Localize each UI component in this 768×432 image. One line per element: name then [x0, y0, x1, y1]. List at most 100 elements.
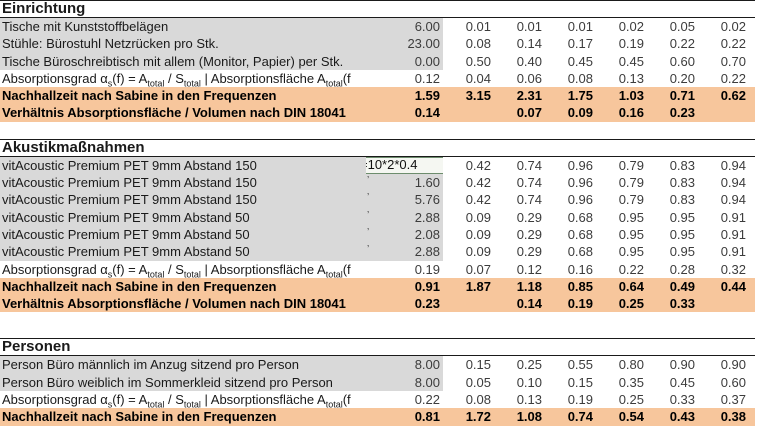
freq-cell[interactable]: 0.15 [465, 357, 491, 373]
freq-cell[interactable]: 0.22 [669, 36, 695, 52]
freq-cell[interactable]: 0.12 [516, 261, 542, 277]
value-cell[interactable]: 0.12 [366, 70, 443, 87]
freq-cell[interactable]: 0.13 [516, 392, 542, 408]
freq-cell[interactable]: 0.37 [720, 392, 746, 408]
freq-cell[interactable]: 0.95 [669, 226, 695, 242]
freq-cell[interactable]: 0.45 [618, 53, 644, 69]
freq-cell[interactable]: 0.40 [516, 53, 542, 69]
freq-cell[interactable]: 0.95 [618, 226, 644, 242]
freq-cell[interactable]: 0.05 [669, 19, 695, 34]
freq-cell[interactable]: 0.95 [669, 244, 695, 260]
freq-cell[interactable]: 0.68 [567, 209, 593, 225]
freq-cell[interactable]: 0.79 [618, 175, 644, 191]
row-label-cell[interactable]: vitAcoustic Premium PET 9mm Abstand 150 [0, 191, 366, 209]
freq-cell[interactable]: 0.09 [465, 209, 491, 225]
freq-cell[interactable]: 0.29 [516, 244, 542, 260]
value-cell[interactable]: ’ 2.88 [366, 208, 443, 226]
freq-cell[interactable]: 0.60 [669, 53, 695, 69]
value-cell[interactable]: ’ 5.76 [366, 191, 443, 209]
freq-cell[interactable]: 0.09 [567, 105, 593, 121]
row-label-cell[interactable]: Nachhallzeit nach Sabine in den Frequenz… [2, 88, 277, 104]
row-label-cell[interactable]: Stühle: Bürostuhl Netzrücken pro Stk. [0, 35, 366, 53]
freq-cell[interactable]: 0.16 [618, 105, 644, 121]
formula-edit-cell[interactable]: =10*2*0.4 [366, 156, 443, 174]
freq-cell[interactable]: 0.33 [669, 392, 695, 408]
row-label-cell[interactable]: Nachhallzeit nach Sabine in den Frequenz… [2, 409, 277, 425]
freq-cell[interactable]: 0.05 [465, 374, 491, 390]
freq-cell[interactable]: 0.08 [465, 392, 491, 408]
freq-cell[interactable]: 0.01 [516, 19, 542, 34]
row-label-cell[interactable]: Absorptionsgrad αs(f) = Atotal / Stotal … [2, 70, 351, 88]
freq-cell[interactable]: 0.25 [516, 357, 542, 373]
freq-cell[interactable]: 0.90 [720, 357, 746, 373]
freq-cell[interactable]: 0.19 [567, 392, 593, 408]
freq-cell[interactable]: 0.94 [720, 157, 746, 173]
freq-cell[interactable]: 0.74 [516, 175, 542, 191]
value-cell[interactable]: 8.00 [366, 373, 443, 392]
freq-cell[interactable]: 0.80 [618, 357, 644, 373]
freq-cell[interactable]: 0.33 [669, 296, 695, 312]
freq-cell[interactable]: 0.95 [618, 209, 644, 225]
freq-cell[interactable]: 1.18 [516, 278, 542, 294]
freq-cell[interactable]: 0.08 [567, 70, 593, 86]
freq-cell[interactable]: 0.91 [720, 209, 746, 225]
freq-cell[interactable]: 0.22 [618, 261, 644, 277]
freq-cell[interactable]: 0.06 [516, 70, 542, 86]
freq-cell[interactable]: 1.72 [465, 409, 491, 425]
freq-cell[interactable]: 0.15 [567, 374, 593, 390]
freq-cell[interactable]: 0.25 [618, 392, 644, 408]
freq-cell[interactable]: 0.19 [618, 36, 644, 52]
freq-cell[interactable]: 1.87 [465, 278, 491, 294]
freq-cell[interactable]: 1.03 [618, 88, 644, 104]
freq-cell[interactable]: 0.62 [720, 88, 746, 104]
freq-cell[interactable]: 0.14 [516, 296, 542, 312]
freq-cell[interactable]: 0.13 [618, 70, 644, 86]
freq-cell[interactable]: 0.22 [720, 36, 746, 52]
value-cell[interactable]: 0.19 [366, 261, 443, 278]
freq-cell[interactable]: 0.01 [465, 19, 491, 34]
freq-cell[interactable]: 0.74 [567, 409, 593, 425]
freq-cell[interactable]: 0.64 [618, 278, 644, 294]
value-cell[interactable]: 23.00 [366, 35, 443, 53]
freq-cell[interactable]: 0.17 [567, 36, 593, 52]
freq-cell[interactable]: 1.08 [516, 409, 542, 425]
freq-cell[interactable]: 0.02 [618, 19, 644, 34]
freq-cell[interactable]: 0.54 [618, 409, 644, 425]
freq-cell[interactable]: 0.02 [720, 19, 746, 34]
row-label-cell[interactable]: vitAcoustic Premium PET 9mm Abstand 150 [0, 156, 366, 175]
freq-cell[interactable]: 0.79 [618, 192, 644, 208]
value-cell[interactable]: 0.23 [366, 295, 443, 312]
freq-cell[interactable]: 0.49 [669, 278, 695, 294]
section-title-personen[interactable]: Personen [0, 338, 755, 357]
freq-cell[interactable]: 0.94 [720, 175, 746, 191]
value-cell[interactable]: ’ 2.08 [366, 225, 443, 244]
freq-cell[interactable]: 0.83 [669, 192, 695, 208]
freq-cell[interactable]: 0.07 [516, 105, 542, 121]
freq-cell[interactable]: 0.85 [567, 278, 593, 294]
freq-cell[interactable]: 0.55 [567, 357, 593, 373]
freq-cell[interactable]: 3.15 [465, 88, 491, 104]
row-label-cell[interactable]: Absorptionsgrad αs(f) = Atotal / Stotal … [2, 261, 351, 278]
section-title-einrichtung[interactable]: Einrichtung [0, 0, 755, 18]
value-cell[interactable]: ’ 2.88 [366, 243, 443, 261]
freq-cell[interactable]: 2.31 [516, 88, 542, 104]
freq-cell[interactable]: 0.42 [465, 157, 491, 173]
freq-cell[interactable]: 0.28 [669, 261, 695, 277]
freq-cell[interactable]: 0.96 [567, 192, 593, 208]
freq-cell[interactable]: 0.96 [567, 175, 593, 191]
freq-cell[interactable] [443, 295, 494, 312]
freq-cell[interactable]: 0.94 [720, 192, 746, 208]
freq-cell[interactable]: 0.20 [669, 70, 695, 86]
freq-cell[interactable]: 0.60 [720, 374, 746, 390]
freq-cell[interactable]: 0.04 [465, 70, 491, 86]
freq-cell[interactable]: 0.91 [720, 226, 746, 242]
freq-cell[interactable]: 0.23 [669, 105, 695, 121]
freq-cell[interactable]: 0.42 [465, 192, 491, 208]
value-cell[interactable]: ’ 1.60 [366, 174, 443, 192]
freq-cell[interactable]: 0.08 [465, 36, 491, 52]
value-cell[interactable]: 6.00 [366, 18, 443, 36]
freq-cell[interactable]: 0.09 [465, 244, 491, 260]
value-cell[interactable]: 8.00 [366, 356, 443, 374]
freq-cell[interactable]: 0.22 [720, 70, 746, 86]
value-cell[interactable]: 0.81 [366, 408, 443, 425]
